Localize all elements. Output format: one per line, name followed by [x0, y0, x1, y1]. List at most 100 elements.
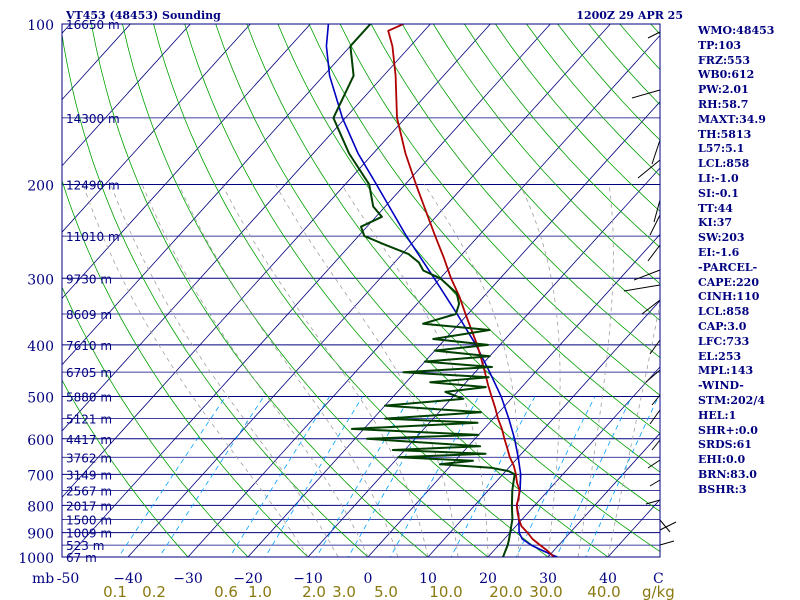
temp-label-4: −10 [293, 571, 323, 587]
temp-label-3: −20 [233, 571, 263, 587]
pressure-label-400: 400 [27, 339, 54, 355]
index-3: WB0:612 [698, 68, 755, 82]
mixing-ratio-line [158, 396, 265, 557]
dry-adiabat [62, 179, 309, 557]
temp-label-9: 40 [599, 571, 617, 587]
moist-adiabat [82, 184, 309, 557]
sounding-time: 1200Z 29 APR 25 [576, 9, 683, 22]
parcel-trace [325, 24, 558, 557]
isotherm--20 [247, 101, 660, 557]
wind-barb [649, 339, 661, 355]
mixing-ratio-unit-label: g/kg [642, 583, 675, 600]
stability-indices-list: WMO:48453 TP:103 FRZ:553 WB0:612 PW:2.01 RH:5… [698, 24, 774, 498]
isotherm--100 [62, 24, 251, 233]
wind-barb [633, 269, 661, 281]
dry-adiabat [339, 24, 660, 396]
temp-label-7: 20 [479, 571, 497, 587]
station-title: VT453 (48453) Sounding [65, 9, 221, 22]
pressure-label-300: 300 [27, 272, 54, 288]
mixing-ratio-line [585, 396, 659, 557]
wind-barb [645, 369, 661, 383]
index-0: WMO:48453 [698, 24, 775, 37]
isotherm--10 [307, 167, 660, 557]
isotherm--30 [187, 34, 660, 557]
isotherm--90 [62, 24, 311, 300]
wind-barb [659, 519, 671, 533]
index-2: FRZ:553 [698, 53, 751, 67]
plot-frame [61, 23, 661, 558]
dewpoint-trace [332, 24, 516, 557]
mixing-ratio-line [264, 396, 363, 557]
isotherm-0 [367, 233, 660, 557]
index-12: TT:44 [698, 201, 733, 215]
wind-barb [641, 299, 661, 315]
dry-adiabat [464, 24, 660, 248]
wind-barb [653, 199, 661, 223]
moist-adiabat [110, 184, 339, 557]
index-31: BSHR:3 [698, 482, 747, 496]
moist-adiabat [519, 184, 561, 557]
height-label-11: 3762 m [66, 451, 112, 465]
pressure-unit-label: mb [32, 571, 54, 587]
index-11: SI:-0.1 [698, 186, 739, 200]
dry-adiabat [246, 24, 660, 513]
dry-adiabat [184, 24, 609, 557]
isotherm--110 [62, 24, 191, 167]
mixing-ratio-line [316, 396, 411, 557]
index-6: MAXT:34.9 [698, 112, 766, 126]
wind-barb [649, 409, 661, 425]
wind-barb [647, 459, 661, 469]
pressure-label-500: 500 [27, 391, 54, 407]
index-27: SHR+:0.0 [698, 423, 758, 437]
wind-barb [637, 159, 661, 179]
mixing-ratio-label-7: 10.0 [429, 583, 462, 600]
index-4: PW:2.01 [698, 83, 749, 97]
dry-adiabat [153, 24, 549, 557]
mixing-ratio-line [118, 396, 226, 557]
dry-adiabat [215, 24, 660, 553]
height-label-18: 67 m [66, 551, 97, 565]
temp-label-8: 30 [539, 571, 557, 587]
height-label-12: 3149 m [66, 468, 112, 482]
wind-barb [647, 244, 661, 262]
index-15: EI:-1.6 [698, 245, 740, 259]
height-label-10: 4417 m [66, 433, 112, 447]
dry-adiabat [62, 31, 369, 557]
wind-barb [651, 139, 661, 165]
dry-adiabat [308, 24, 660, 434]
moist-adiabat [341, 184, 489, 557]
mixing-ratio-label-4: 2.0 [302, 583, 326, 600]
dry-adiabat [122, 24, 489, 557]
isotherm--50 [67, 24, 551, 557]
mixing-ratio-label-3: 1.0 [248, 583, 272, 600]
wind-barb [623, 284, 661, 292]
wind-barb [651, 394, 661, 406]
index-14: SW:203 [698, 231, 745, 245]
height-label-5: 8609 m [66, 308, 112, 322]
mixing-ratio-label-0: 0.1 [103, 583, 127, 600]
height-label-14: 2017 m [66, 499, 112, 513]
wind-barb [659, 540, 675, 546]
height-label-13: 2567 m [66, 484, 112, 498]
moist-adiabat [178, 184, 399, 557]
isotherm-30 [547, 432, 660, 557]
mixing-ratio-label-1: 0.2 [142, 583, 166, 600]
index-16: -PARCEL- [698, 260, 758, 274]
height-label-15: 1500 m [66, 513, 112, 527]
isotherm--60 [62, 24, 491, 498]
pressure-label-1000: 1000 [18, 551, 54, 567]
height-label-2: 12490 m [66, 178, 120, 192]
mixing-ratio-label-8: 20.0 [489, 583, 522, 600]
isotherm--80 [62, 24, 371, 366]
temp-label-0: -50 [57, 571, 80, 587]
isotherm-10 [427, 300, 660, 557]
mixing-ratio-line [515, 396, 596, 557]
index-30: BRN:83.0 [698, 467, 757, 481]
mixing-ratio-line [555, 396, 633, 557]
mixing-ratio-label-9: 30.0 [529, 583, 562, 600]
temp-unit-label: C [653, 571, 664, 587]
temperature-trace [387, 24, 555, 557]
temp-label-2: −30 [173, 571, 203, 587]
mixing-ratio-label-6: 5.0 [374, 583, 398, 600]
